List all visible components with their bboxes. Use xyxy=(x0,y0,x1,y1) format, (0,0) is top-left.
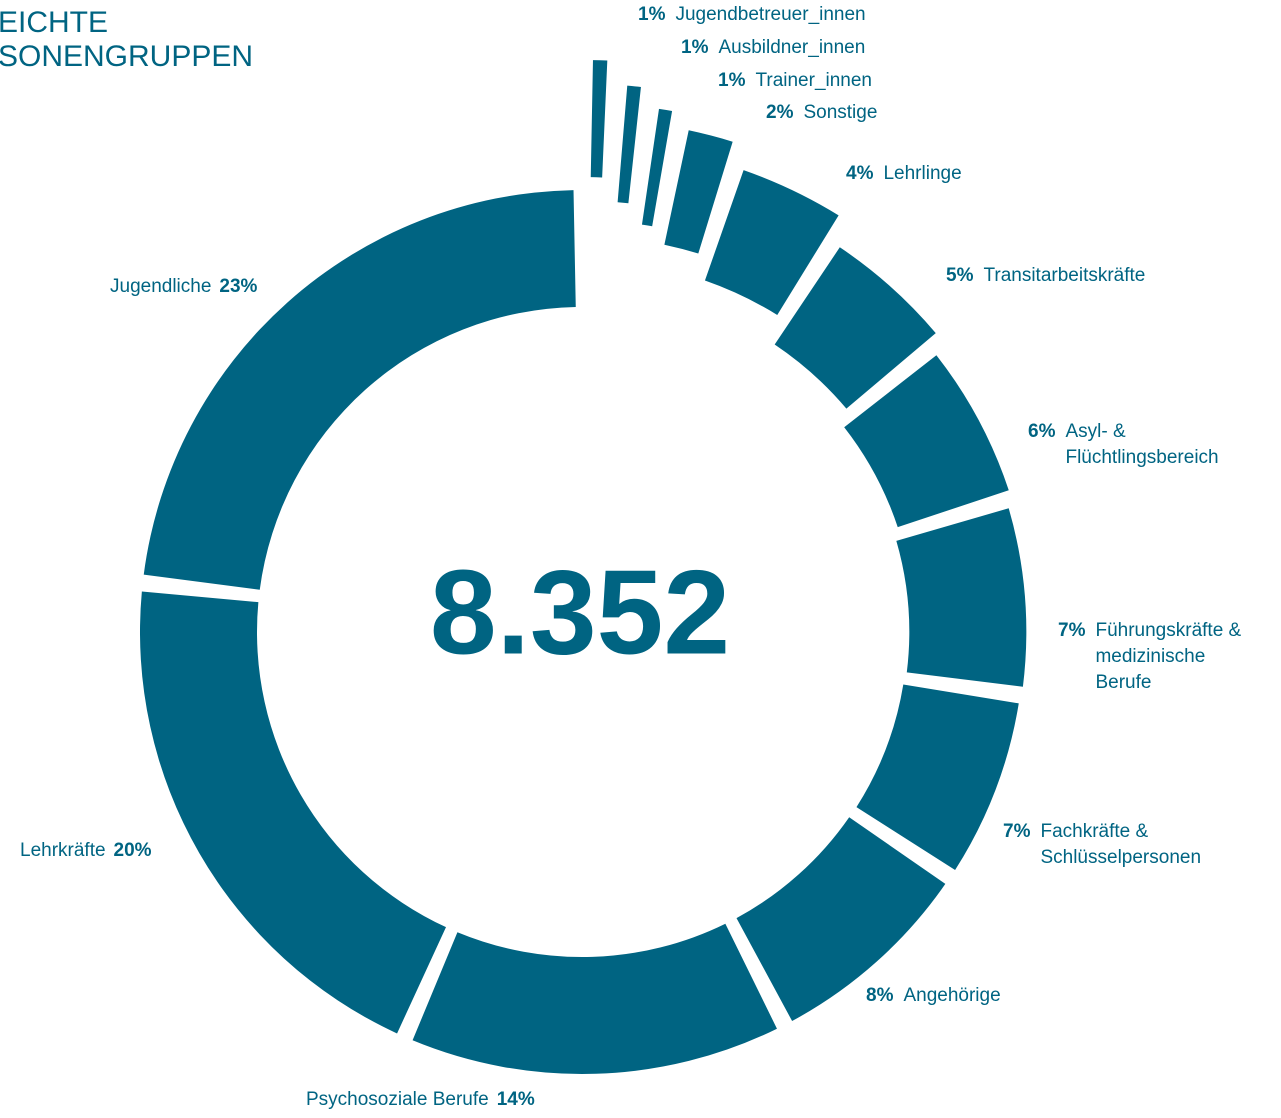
slice-label: 2% Sonstige xyxy=(766,100,877,126)
donut-segment xyxy=(856,684,1019,871)
value-label: 8% xyxy=(866,985,894,1006)
slice-label: Lehrkräfte 20% xyxy=(20,838,152,864)
title-line: SONENGRUPPEN xyxy=(0,40,254,73)
donut-segment xyxy=(590,60,608,178)
slice-label: 8% Angehörige xyxy=(866,983,1001,1009)
value-label: 7% xyxy=(1058,620,1086,641)
donut-segment xyxy=(844,355,1009,528)
category-label: Jugendbetreuer_innen xyxy=(675,4,866,25)
value-label: 5% xyxy=(946,265,974,286)
value-label: 1% xyxy=(718,70,746,91)
value-label: 4% xyxy=(846,163,874,184)
slice-label: 6% Asyl- & Flüchtlingsbereich xyxy=(1028,419,1245,471)
slice-label: Jugendliche 23% xyxy=(110,274,257,300)
donut-segment xyxy=(617,85,641,204)
category-label: Psychosoziale Berufe xyxy=(306,1089,489,1110)
value-label: 20% xyxy=(113,840,152,861)
title: EICHTE SONENGRUPPEN xyxy=(0,6,253,74)
category-label: Lehrlinge xyxy=(883,163,962,184)
donut-segment xyxy=(736,817,946,1022)
value-label: 1% xyxy=(638,4,666,25)
donut-segment xyxy=(143,190,576,590)
slice-label: 1% Ausbildner_innen xyxy=(681,35,865,61)
slice-label: Psychosoziale Berufe 14% xyxy=(306,1087,535,1113)
slice-label: 5% Transitarbeitskräfte xyxy=(946,263,1145,289)
category-label: Lehrkräfte xyxy=(20,840,106,861)
category-label: Trainer_innen xyxy=(755,70,873,91)
category-label: Angehörige xyxy=(903,985,1001,1006)
value-label: 7% xyxy=(1003,821,1031,842)
donut-segment xyxy=(896,508,1027,687)
category-label: Fachkräfte & Schlüsselpersonen xyxy=(1040,821,1202,868)
title-line: EICHTE xyxy=(0,6,109,39)
value-label: 2% xyxy=(766,102,794,123)
slice-label: 7% Führungskräfte & medizinische Berufe xyxy=(1058,618,1245,696)
donut-segment xyxy=(139,591,447,1034)
category-label: Jugendliche xyxy=(110,276,212,297)
slice-label: 7% Fachkräfte & Schlüsselpersonen xyxy=(1003,819,1230,871)
slice-label: 1% Trainer_innen xyxy=(718,68,872,94)
value-label: 14% xyxy=(496,1089,535,1110)
donut-segment xyxy=(664,130,733,254)
category-label: Sonstige xyxy=(803,102,878,123)
category-label: Transitarbeitskräfte xyxy=(983,265,1146,286)
donut-segment xyxy=(704,170,839,315)
slice-label: 1% Jugendbetreuer_innen xyxy=(638,2,866,28)
value-label: 23% xyxy=(219,276,258,297)
value-label: 1% xyxy=(681,37,709,58)
donut-segment xyxy=(774,247,936,409)
center-label: 8.352 xyxy=(430,546,730,680)
slice-label: 4% Lehrlinge xyxy=(846,161,962,187)
donut-segment xyxy=(412,923,777,1075)
category-label: Ausbildner_innen xyxy=(718,37,866,58)
category-label: Führungskräfte & medizinische Berufe xyxy=(1095,620,1242,693)
donut-segment xyxy=(641,108,673,227)
category-label: Asyl- & Flüchtlingsbereich xyxy=(1065,421,1219,468)
value-label: 6% xyxy=(1028,421,1056,442)
